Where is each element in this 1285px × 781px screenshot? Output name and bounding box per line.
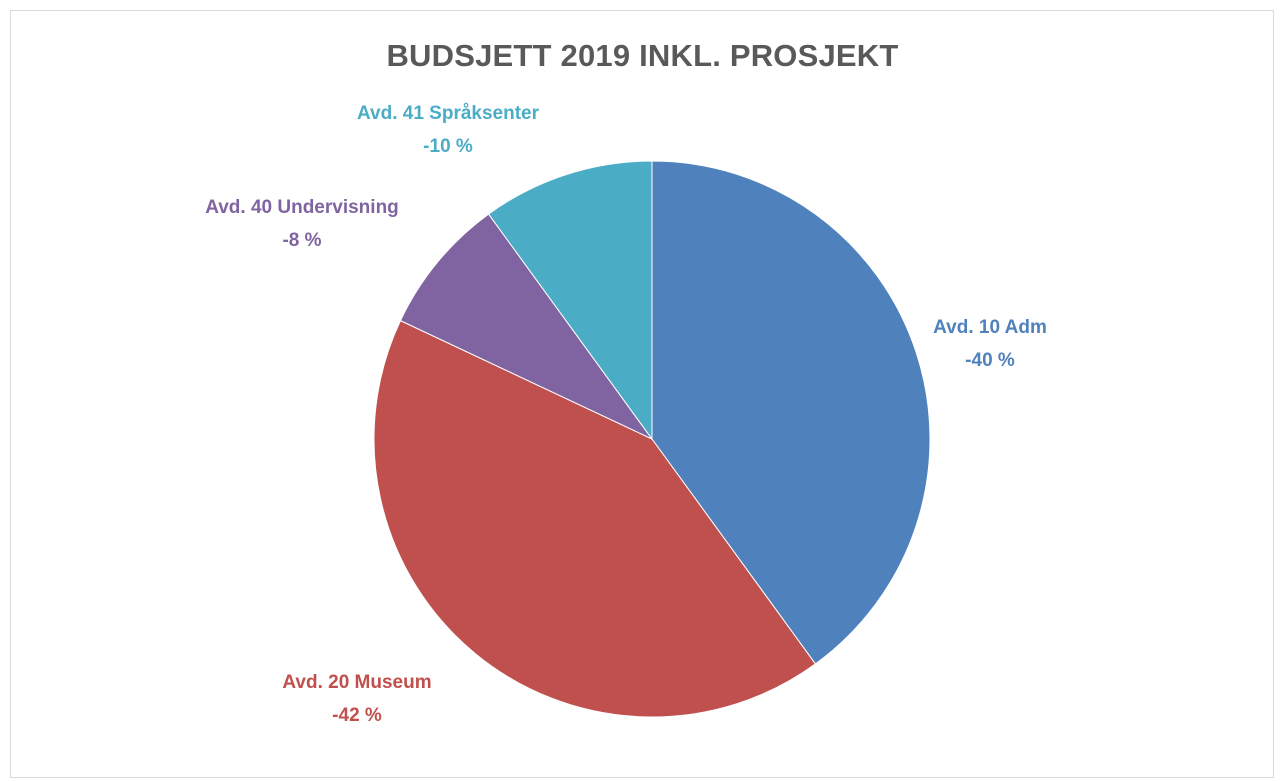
chart-title: BUDSJETT 2019 INKL. PROSJEKT xyxy=(386,38,899,73)
slice-value-avd-40-undervisning: -8 % xyxy=(282,230,321,251)
pie-slice-avd-10-adm xyxy=(651,160,931,665)
pie-slice-avd-40-undervisning xyxy=(399,213,653,440)
slice-value-avd-10-adm: -40 % xyxy=(965,350,1015,371)
slice-value-avd-20-museum: -42 % xyxy=(332,705,382,726)
pie-slice-avd-20-museum xyxy=(373,319,817,718)
slice-label-avd-10-adm: Avd. 10 Adm xyxy=(933,317,1047,338)
pie-slice-avd-41-spraksenter xyxy=(487,160,653,441)
slice-value-avd-41-spraksenter: -10 % xyxy=(423,136,473,157)
slice-label-avd-41-spraksenter: Avd. 41 Språksenter xyxy=(357,103,540,124)
slice-label-avd-20-museum: Avd. 20 Museum xyxy=(282,672,431,693)
slice-label-avd-40-undervisning: Avd. 40 Undervisning xyxy=(205,197,399,218)
